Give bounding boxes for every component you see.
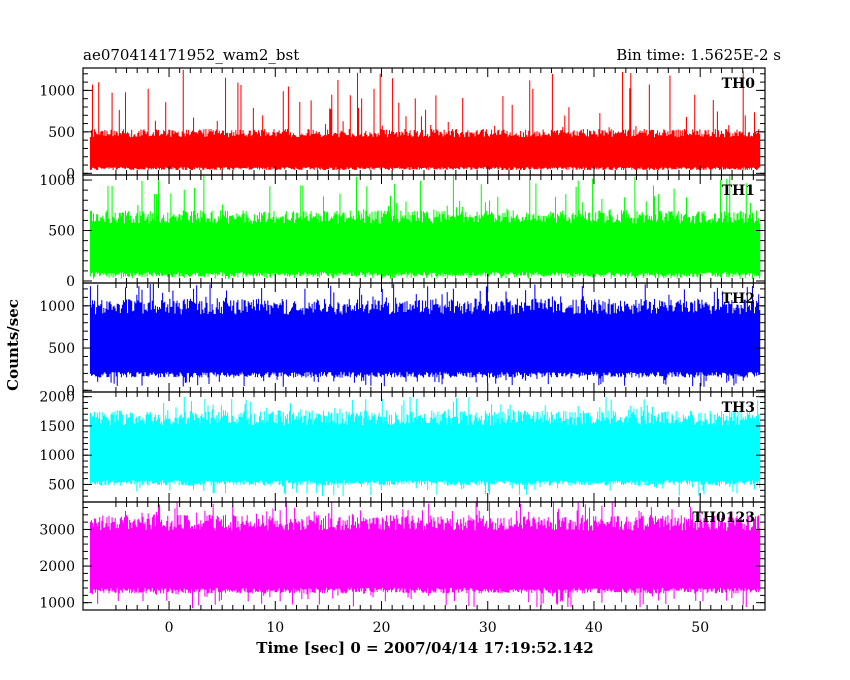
y-axis-title: Counts/sec [4, 299, 22, 391]
y-tick-label: 500 [48, 477, 75, 493]
y-tick-label: 1000 [39, 596, 75, 612]
y-tick-label: 500 [48, 341, 75, 357]
y-tick-label: 2000 [39, 559, 75, 575]
panel-th0123: 1000 2000 3000 TH0123 [39, 501, 766, 612]
panel-th0: 0 500 1000 TH0 [39, 67, 766, 182]
y-tick-label: 2000 [39, 390, 75, 406]
y-tick-label: 0 [66, 166, 75, 182]
x-tick-label: 10 [266, 620, 284, 636]
series-th3 [89, 396, 761, 497]
y-tick-label: 1000 [39, 83, 75, 99]
x-tick-label: 50 [691, 620, 709, 636]
header-title: ae070414171952_wam2_bst [83, 46, 299, 64]
x-tick-label: 20 [373, 620, 391, 636]
channel-label: TH0123 [692, 510, 755, 526]
y-tick-label: 500 [48, 125, 75, 141]
series-th1 [89, 175, 761, 279]
series-th0 [89, 69, 761, 170]
channel-label: TH2 [722, 291, 755, 307]
x-tick-label: 40 [585, 620, 603, 636]
y-tick-label: 3000 [39, 522, 75, 538]
y-tick-label: 0 [66, 383, 75, 399]
y-tick-label: 1000 [39, 299, 75, 315]
series-th2 [89, 283, 761, 387]
series-th0123 [89, 502, 761, 609]
panel-th2: 0 500 1000 TH2 [39, 282, 766, 399]
y-tick-label: 0 [66, 274, 75, 290]
panel-th1: 0 500 1000 TH1 [39, 173, 766, 290]
x-tick-label: 30 [479, 620, 497, 636]
y-tick-label: 500 [48, 224, 75, 240]
channel-label: TH3 [722, 400, 755, 416]
x-axis: 0 10 20 30 40 50 [165, 620, 710, 636]
panels-group: 0 500 1000 TH0 0 500 1000 TH1 0 500 1000 TH2 500 1000… [39, 67, 766, 612]
header-bin-time: Bin time: 1.5625E-2 s [616, 46, 781, 64]
x-tick-label: 0 [165, 620, 174, 636]
channel-label: TH1 [722, 183, 755, 199]
x-axis-title: Time [sec] 0 = 2007/04/14 17:19:52.142 [256, 639, 593, 657]
y-tick-label: 1000 [39, 448, 75, 464]
channel-label: TH0 [722, 76, 756, 92]
y-tick-label: 1500 [39, 419, 75, 435]
y-tick-label: 1000 [39, 173, 75, 189]
panel-th3: 500 1000 1500 2000 TH3 [39, 390, 766, 503]
